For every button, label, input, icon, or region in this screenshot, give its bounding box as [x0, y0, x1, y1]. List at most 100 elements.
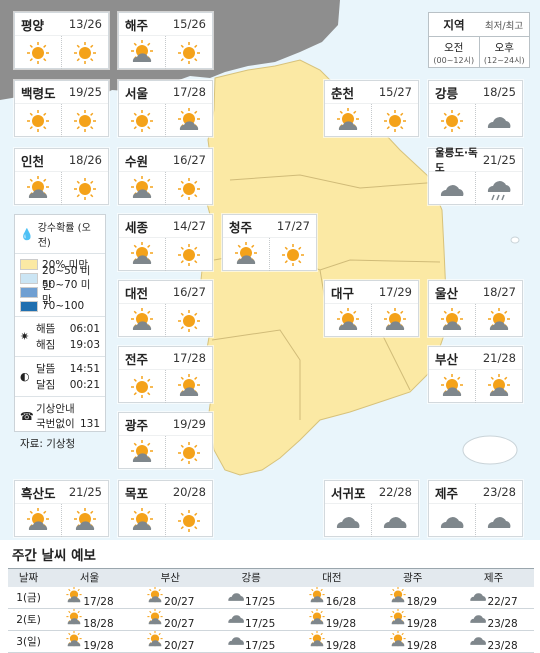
am-weather: [119, 370, 165, 403]
am-weather: [429, 304, 475, 337]
partly-cloudy-icon: [27, 175, 49, 198]
weekly-row: 3(일) 19/28 20/27 17/25 19/28 19/28 23/28: [8, 630, 534, 653]
weekly-cell: 20/27: [129, 630, 211, 653]
moonrise-time: 14:51: [69, 362, 100, 375]
legend-level-label: 20~50 미만: [41, 265, 91, 292]
city-temp: 23/28: [482, 485, 516, 499]
weekly-temp: 17/25: [244, 617, 276, 630]
cloud-icon: [228, 614, 244, 623]
city-card: 춘천 15/27: [324, 80, 419, 137]
am-weather: [119, 436, 165, 469]
city-card: 서울 17/28: [118, 80, 213, 137]
city-name: 강릉: [435, 85, 459, 101]
sunset-time: 19:03: [69, 338, 100, 351]
header-am: 오전: [444, 42, 464, 54]
city-name: 인천: [21, 153, 45, 169]
moon-icon: ◐: [20, 370, 30, 383]
source-note: 자료: 기상청: [20, 438, 76, 450]
city-name: 서울: [125, 85, 149, 101]
partly-cloudy-icon: [488, 373, 510, 396]
pm-weather: [269, 238, 316, 271]
am-weather: [119, 172, 165, 205]
weekly-header-row: 날짜 서울 부산 강릉 대전 광주 제주: [8, 568, 534, 587]
legend-title: 강수확률 (오전): [37, 223, 91, 249]
partly-cloudy-icon: [66, 608, 82, 624]
am-weather: [325, 104, 371, 137]
pm-weather: [61, 104, 108, 137]
weekly-cell: 17/25: [210, 586, 292, 609]
province-borders: [211, 174, 441, 420]
city-temp: 21/28: [482, 351, 516, 365]
city-temp: 16/27: [172, 285, 206, 299]
pm-weather: [475, 104, 522, 137]
weekly-cell: 17/25: [210, 630, 292, 653]
am-weather: [429, 104, 475, 137]
city-name: 수원: [125, 153, 149, 169]
city-card: 백령도 19/25: [14, 80, 109, 137]
am-weather: [15, 172, 61, 205]
partly-cloudy-icon: [131, 307, 153, 330]
partly-cloudy-icon: [178, 107, 200, 130]
city-temp: 21/25: [482, 153, 516, 167]
city-card: 세종 14/27: [118, 214, 213, 271]
cloud-icon: [440, 184, 464, 196]
cloud-icon: [487, 516, 511, 528]
city-temp: 17/29: [378, 285, 412, 299]
cloud-icon: [383, 516, 407, 528]
legend-swatch: [20, 258, 38, 270]
legend-level: 50~70 미만: [20, 279, 100, 306]
city-card: 해주 15/26: [118, 12, 213, 69]
weekly-cell: 19/28: [49, 630, 130, 653]
pm-weather: [165, 370, 212, 403]
city-temp: 15/27: [378, 85, 412, 99]
weekly-cell: 19/28: [372, 608, 454, 631]
weekly-col-header: 날짜: [8, 568, 50, 587]
cloud-icon: [470, 614, 487, 623]
city-temp: 16/27: [172, 153, 206, 167]
ulleungdo-island: [510, 236, 520, 244]
sun-icon: [27, 109, 49, 132]
weekly-temp: 19/28: [325, 617, 357, 630]
partly-cloudy-icon: [389, 630, 406, 646]
city-temp: 17/27: [276, 219, 310, 233]
moonrise-label: 달뜸: [36, 363, 56, 375]
weekly-temp: 19/28: [406, 617, 437, 630]
weekly-cell: 18/28: [49, 608, 130, 631]
weekly-forecast: 주간 날씨 예보 날짜 서울 부산 강릉 대전 광주 제주 1(금) 17/28 20/27 17…: [0, 540, 540, 653]
partly-cloudy-icon: [309, 586, 325, 602]
city-card: 대구 17/29: [324, 280, 419, 337]
partly-cloudy-icon: [131, 175, 153, 198]
city-name: 울산: [435, 285, 459, 301]
sunset-label: 해짐: [36, 339, 56, 351]
weekly-row: 1(금) 17/28 20/27 17/25 16/28 18/29 22/27: [8, 586, 534, 609]
weekly-temp: 22/27: [487, 595, 518, 608]
partly-cloudy-icon: [337, 307, 359, 330]
cloud-icon: [336, 516, 360, 528]
weekly-col-header: 대전: [291, 568, 373, 587]
city-name: 세종: [125, 219, 149, 235]
pm-weather: [371, 104, 418, 137]
header-region: 지역: [443, 17, 465, 32]
city-temp: 15/26: [172, 17, 206, 31]
sunrise-label: 해뜸: [36, 323, 56, 335]
city-temp: 14/27: [172, 219, 206, 233]
city-card: 광주 19/29: [118, 412, 213, 469]
city-temp: 19/29: [172, 417, 206, 431]
partly-cloudy-icon: [74, 507, 96, 530]
partly-cloudy-icon: [66, 586, 82, 602]
city-card: 평양 13/26: [14, 12, 109, 69]
partly-cloudy-icon: [147, 608, 163, 624]
weekly-temp: 19/28: [325, 639, 357, 652]
partly-cloudy-icon: [147, 586, 163, 602]
city-card: 흑산도 21/25: [14, 480, 109, 537]
legend-level: 70~100: [20, 299, 100, 313]
legend-level-label: 50~70 미만: [41, 279, 91, 306]
weekly-col-header: 부산: [129, 568, 211, 587]
pm-weather: [165, 504, 212, 537]
city-name: 목포: [125, 485, 149, 501]
weekly-date: 3(일): [8, 630, 50, 653]
phone-icon: ☎: [20, 409, 34, 423]
legend-level-label: 20% 미만: [42, 258, 88, 271]
city-name: 전주: [125, 351, 149, 367]
legend-swatch: [20, 272, 38, 284]
